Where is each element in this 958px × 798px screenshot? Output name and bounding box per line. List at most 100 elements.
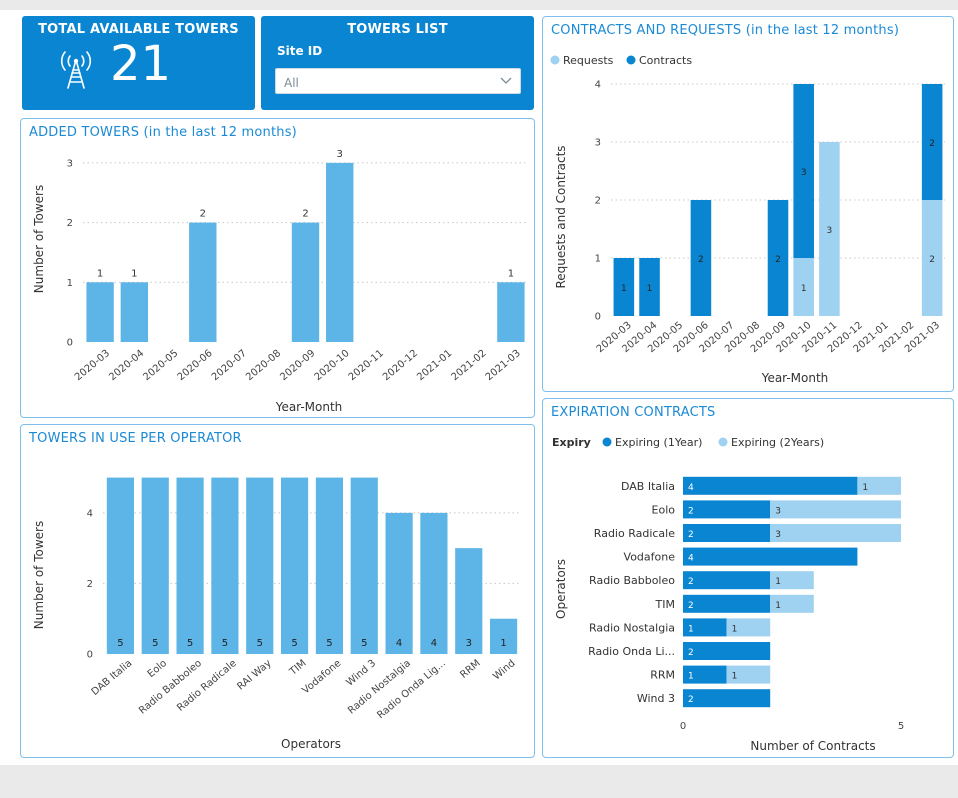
legend-marker-expiring-2years — [718, 437, 728, 447]
x-axis-title: Number of Contracts — [750, 739, 875, 753]
y-tick-label: Eolo — [652, 503, 676, 516]
bar-data-label: 5 — [326, 638, 332, 649]
bar-2020-06-contracts — [690, 200, 712, 316]
bar-2020-03-contracts — [613, 258, 635, 316]
bar-data-label: 3 — [801, 168, 807, 178]
x-tick-label: 5 — [898, 721, 904, 732]
bar-data-label: 1 — [775, 577, 781, 587]
bar-radio-babboleo-expiring-2years — [770, 571, 814, 590]
bar-2021-03-requests — [921, 200, 943, 316]
bar-tim — [280, 477, 309, 654]
x-tick-label: 2020-06 — [176, 348, 215, 383]
bar-tim-expiring-1year — [683, 594, 771, 613]
bar-data-label: 1 — [500, 638, 506, 649]
site-id-dropdown[interactable]: All — [275, 68, 521, 94]
x-axis-title: Operators — [281, 737, 341, 751]
expiration-contracts-panel: EXPIRATION CONTRACTS Expiry Expiring (1Ye… — [542, 398, 954, 758]
x-axis-title: Year-Month — [761, 371, 829, 385]
bar-data-label: 5 — [187, 638, 193, 649]
bar-data-label: 1 — [508, 268, 514, 279]
x-tick-label: Wind 3 — [345, 658, 379, 689]
bar-data-label: 2 — [688, 601, 694, 611]
towers-per-operator-chart: 0 2 4 5 DAB Italia 5 Eolo 5 Radio Babboleo 5 Radio… — [32, 477, 521, 751]
bar-data-label: 2 — [929, 255, 935, 265]
added-towers-title: ADDED TOWERS (in the last 12 months) — [29, 125, 297, 140]
legend-marker-contracts — [626, 55, 636, 65]
bar-data-label: 2 — [688, 577, 694, 587]
bar-2020-10-requests — [793, 258, 814, 316]
bar-radio-radicale-expiring-2years — [770, 524, 901, 542]
bar-data-label: 4 — [396, 638, 402, 649]
bar-2020-10-contracts — [793, 84, 814, 258]
bar-data-label: 3 — [775, 506, 781, 516]
y-tick-label: 3 — [595, 138, 601, 149]
y-tick-label: 2 — [595, 196, 601, 207]
x-tick-label: Radio Nostalgia — [346, 658, 413, 717]
bar-radio-nostalgia-expiring-1year — [683, 618, 727, 637]
y-axis-title: Requests and Contracts — [554, 145, 568, 288]
bar-data-label: 4 — [431, 638, 437, 649]
y-tick-label: 4 — [87, 508, 93, 519]
tower-icon — [60, 51, 92, 89]
legend-marker-requests — [550, 55, 560, 65]
bar-vodafone-expiring-1year — [683, 547, 858, 566]
bar-rrm — [455, 548, 483, 654]
x-tick-label: Vodafone — [300, 658, 343, 697]
bar-data-label: 1 — [647, 284, 653, 294]
y-tick-label: RRM — [650, 669, 675, 682]
bar-data-label: 2 — [302, 209, 308, 220]
bar-data-label: 2 — [688, 695, 694, 705]
bar-data-label: 3 — [827, 226, 833, 236]
y-axis-title: Operators — [554, 559, 568, 619]
bar-data-label: 1 — [688, 672, 694, 682]
bar-data-label: 3 — [466, 638, 472, 649]
bar-data-label: 2 — [775, 255, 781, 265]
bar-radio-nostalgia-expiring-2years — [726, 618, 771, 637]
bar-radio-babboleo-expiring-1year — [683, 571, 771, 590]
y-tick-label: 1 — [67, 278, 73, 289]
added-towers-panel: ADDED TOWERS (in the last 12 months) 0 1 2… — [20, 118, 535, 418]
x-tick-label: 2021-01 — [415, 348, 454, 383]
bar-eolo — [141, 477, 169, 654]
y-tick-label: Vodafone — [624, 551, 676, 564]
bar-data-label: 2 — [698, 255, 704, 265]
bar-data-label: 1 — [131, 268, 137, 279]
x-tick-label: 2020-04 — [107, 348, 146, 383]
bar-data-label: 2 — [929, 139, 935, 149]
y-tick-label: Radio Radicale — [594, 527, 675, 540]
legend-marker-expiring-1year — [602, 437, 612, 447]
y-tick-label: 4 — [595, 80, 601, 91]
bar-2020-04-contracts — [639, 258, 660, 316]
y-tick-label: 1 — [595, 254, 601, 265]
legend-label-expiring-1year: Expiring (1Year) — [615, 436, 702, 449]
bar-data-label: 3 — [337, 149, 343, 160]
bar-eolo-expiring-1year — [683, 500, 771, 519]
legend-label-expiring-2years: Expiring (2Years) — [731, 436, 824, 449]
kpi-card: TOTAL AVAILABLE TOWERS 21 — [22, 16, 255, 110]
expiration-contracts-chart: Expiry Expiring (1Year) Expiring (2Years) D… — [552, 436, 904, 753]
x-tick-label: Eolo — [146, 658, 169, 680]
x-tick-label: Radio Babboleo — [137, 658, 204, 717]
bar-wind-3-expiring-1year — [683, 689, 771, 708]
bar-data-label: 1 — [801, 284, 807, 294]
bar-radio-radicale-expiring-1year — [683, 524, 771, 542]
slicer-title: TOWERS LIST — [347, 22, 448, 37]
bar-2020-03 — [86, 282, 114, 342]
bar-data-label: 4 — [688, 483, 694, 493]
x-tick-label: 2020-09 — [278, 348, 317, 383]
x-tick-label: RRM — [458, 658, 482, 681]
bar-data-label: 1 — [732, 624, 738, 634]
x-tick-label: Wind — [491, 658, 517, 683]
x-axis-title: Year-Month — [275, 400, 343, 414]
x-tick-label: DAB Italia — [90, 658, 135, 698]
site-id-selected-value: All — [284, 76, 299, 90]
towers-per-operator-title: TOWERS IN USE PER OPERATOR — [29, 431, 242, 446]
bar-2020-09-contracts — [767, 200, 789, 316]
x-tick-label: TIM — [287, 658, 308, 678]
bar-rrm-expiring-1year — [683, 665, 727, 684]
bar-rai-way — [246, 477, 274, 654]
bar-2020-04 — [120, 282, 149, 342]
x-tick-label: 2020-11 — [347, 348, 386, 383]
chevron-down-icon[interactable] — [500, 74, 512, 86]
